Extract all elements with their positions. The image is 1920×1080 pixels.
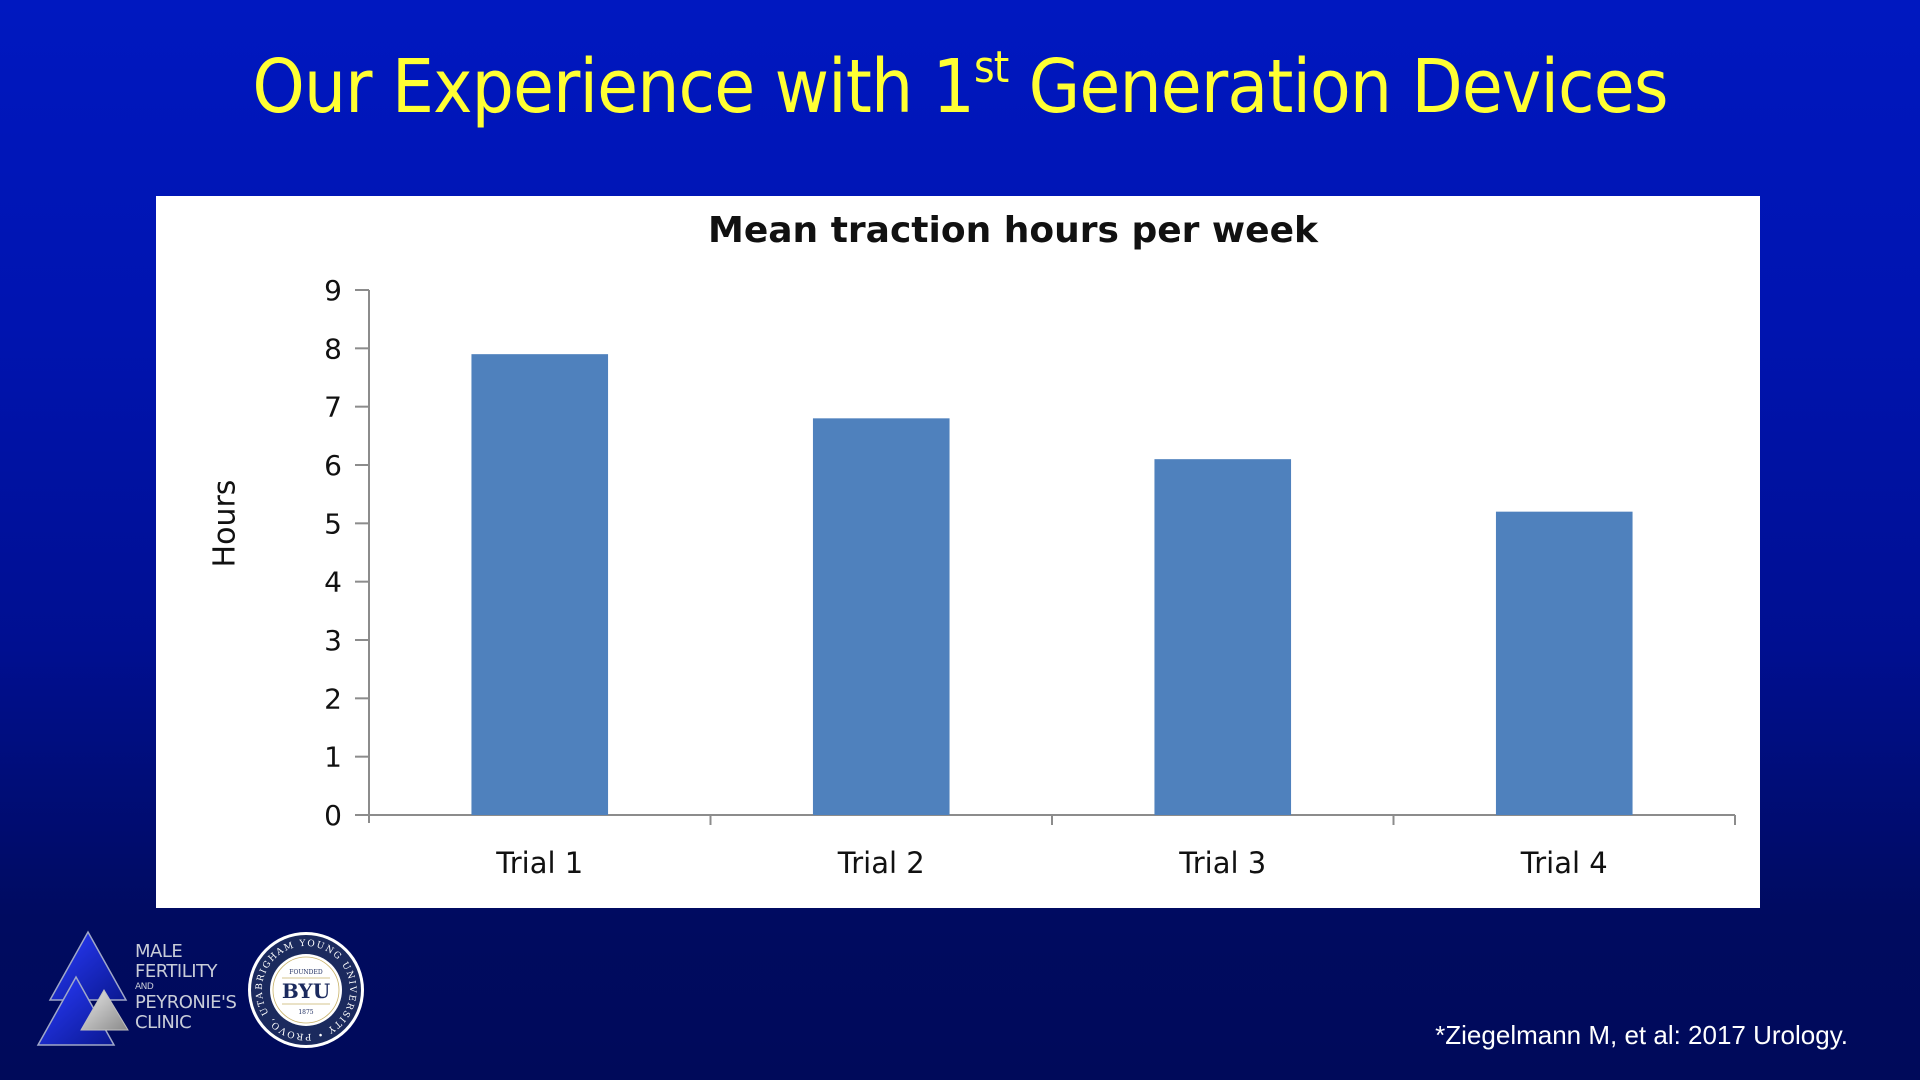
svg-text:BYU: BYU [282, 979, 330, 1003]
chart-title: Mean traction hours per week [708, 210, 1318, 251]
y-tick-label: 4 [324, 566, 342, 599]
svg-text:FOUNDED: FOUNDED [289, 969, 323, 976]
y-tick-label: 3 [324, 624, 342, 657]
y-tick-label: 6 [324, 449, 342, 482]
y-tick-label: 8 [324, 332, 342, 365]
y-tick-label: 5 [324, 507, 342, 540]
y-tick-label: 1 [324, 741, 342, 774]
y-tick-label: 9 [324, 274, 342, 307]
y-tick-label: 7 [324, 391, 342, 424]
citation: *Ziegelmann M, et al: 2017 Urology. [1435, 1020, 1848, 1050]
title-superscript: st [974, 42, 1009, 93]
y-tick-label: 0 [324, 799, 342, 832]
y-tick-label: 2 [324, 682, 342, 715]
byu-seal-icon: BRIGHAM YOUNG UNIVERSITY • PROVO, UTAH •… [246, 930, 364, 1048]
x-category-label: Trial 4 [1520, 846, 1608, 880]
svg-text:1875: 1875 [298, 1009, 313, 1016]
plot-area: 0 1 2 3 4 5 6 7 8 9 Trial 1 Trial 2 Trial 3 Trial 4 [324, 274, 1736, 880]
bar-trial-4 [1495, 511, 1633, 815]
x-category-label: Trial 2 [837, 846, 925, 880]
bar-trial-2 [812, 418, 950, 815]
bar-trial-3 [1154, 459, 1292, 815]
x-category-label: Trial 3 [1178, 846, 1266, 880]
title-text-suffix: Generation Devices [1008, 44, 1669, 130]
clinic-logo-text: MALE FERTILITY AND PEYRONIE'S CLINIC [135, 941, 237, 1033]
bar-trial-1 [471, 354, 609, 815]
title-text: Our Experience with 1 [252, 44, 975, 130]
slide-title: Our Experience with 1st Generation Devic… [96, 46, 1824, 125]
x-category-label: Trial 1 [495, 846, 583, 880]
clinic-logo-icon [36, 930, 129, 1046]
